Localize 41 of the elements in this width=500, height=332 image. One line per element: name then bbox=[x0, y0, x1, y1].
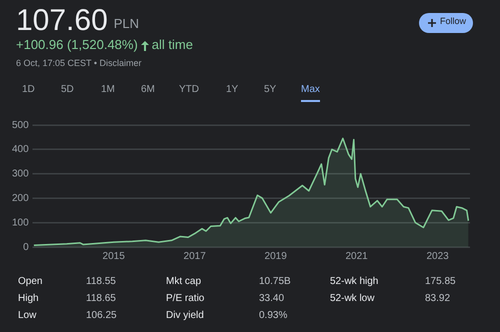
y-tick-label: 100 bbox=[12, 217, 30, 228]
text: 52-wk low bbox=[330, 293, 374, 304]
text: 118.65 bbox=[86, 293, 116, 304]
text: Follow bbox=[440, 16, 466, 26]
y-tick-label: 200 bbox=[12, 192, 30, 204]
text: Max bbox=[301, 84, 320, 102]
text: 1D bbox=[22, 84, 35, 95]
text: 52-wk high bbox=[330, 276, 378, 287]
x-tick-label: 2015 bbox=[102, 250, 126, 262]
y-tick-label: 400 bbox=[12, 144, 30, 156]
text: 5D bbox=[61, 84, 74, 95]
text: Mkt cap bbox=[166, 276, 202, 287]
y-tick-label: 300 bbox=[12, 168, 30, 180]
text: 6M bbox=[141, 84, 155, 95]
text: P/E ratio bbox=[166, 293, 204, 304]
text: Div yield bbox=[166, 310, 204, 321]
text: 10.75B bbox=[259, 276, 291, 287]
text: PLN bbox=[114, 16, 140, 31]
text: 1M bbox=[101, 84, 115, 95]
x-tick-label: 2023 bbox=[426, 250, 450, 262]
y-tick-label: 0 bbox=[23, 242, 30, 253]
text: 106.25 bbox=[86, 310, 117, 321]
chart-subtitle: +100.96 (1,520.48%) bbox=[16, 37, 138, 52]
text: YTD bbox=[179, 84, 199, 95]
text: Open bbox=[18, 276, 42, 287]
chart-title: 107.60 bbox=[16, 4, 108, 38]
text: 118.55 bbox=[86, 276, 116, 287]
y-tick-label: 500 bbox=[12, 120, 30, 131]
x-tick-label: 2019 bbox=[264, 250, 288, 262]
text: 6 Oct, 17:05 CEST • Disclaimer bbox=[16, 58, 142, 68]
text: 5Y bbox=[264, 84, 276, 95]
text: 0.93% bbox=[259, 310, 288, 321]
x-tick-label: 2021 bbox=[345, 250, 368, 262]
x-tick-label: 2017 bbox=[184, 250, 206, 262]
text: Low bbox=[18, 310, 36, 321]
text: 33.40 bbox=[259, 293, 284, 304]
text: all time bbox=[152, 37, 193, 52]
text: High bbox=[18, 293, 39, 304]
text: 1Y bbox=[226, 84, 238, 95]
text: 175.85 bbox=[425, 276, 456, 287]
text: 83.92 bbox=[425, 293, 450, 304]
